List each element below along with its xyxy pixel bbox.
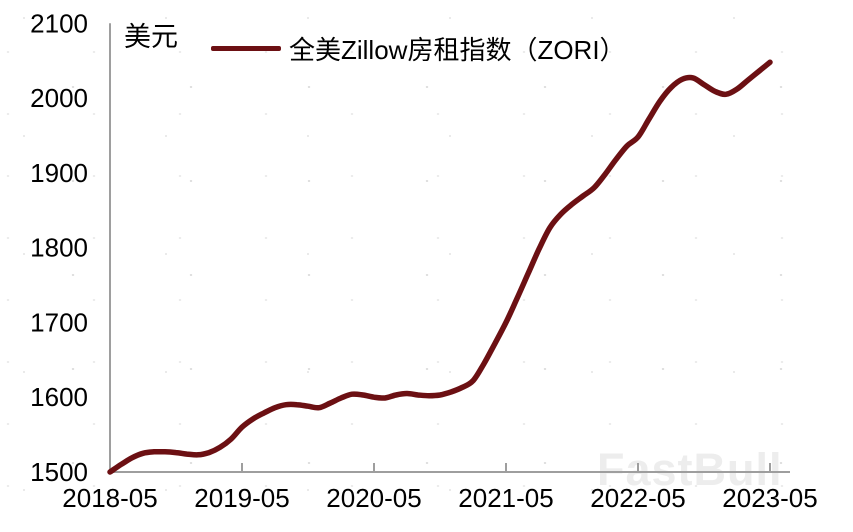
y-tick-label: 2100 <box>30 8 88 38</box>
x-tick-label: 2022-05 <box>590 483 685 513</box>
legend-line-swatch <box>211 46 281 51</box>
x-tick-label: 2023-05 <box>722 483 817 513</box>
x-tick-label: 2019-05 <box>194 483 289 513</box>
y-tick-label: 1700 <box>30 307 88 337</box>
y-tick-label: 2000 <box>30 83 88 113</box>
fastbull-watermark: FastBull <box>597 444 783 495</box>
legend-label: 全美Zillow房租指数（ZORI） <box>289 35 626 65</box>
x-tick-label: 2018-05 <box>62 483 157 513</box>
zori-series-line <box>107 59 773 475</box>
x-tick-label: 2021-05 <box>458 483 553 513</box>
legend: 全美Zillow房租指数（ZORI） <box>211 30 626 67</box>
y-tick-label: 1800 <box>30 233 88 263</box>
y-axis-unit-label: 美元 <box>124 22 178 52</box>
y-tick-label: 1900 <box>30 158 88 188</box>
y-tick-label: 1500 <box>30 457 88 487</box>
y-tick-label: 1600 <box>30 382 88 412</box>
x-tick-label: 2020-05 <box>326 483 421 513</box>
